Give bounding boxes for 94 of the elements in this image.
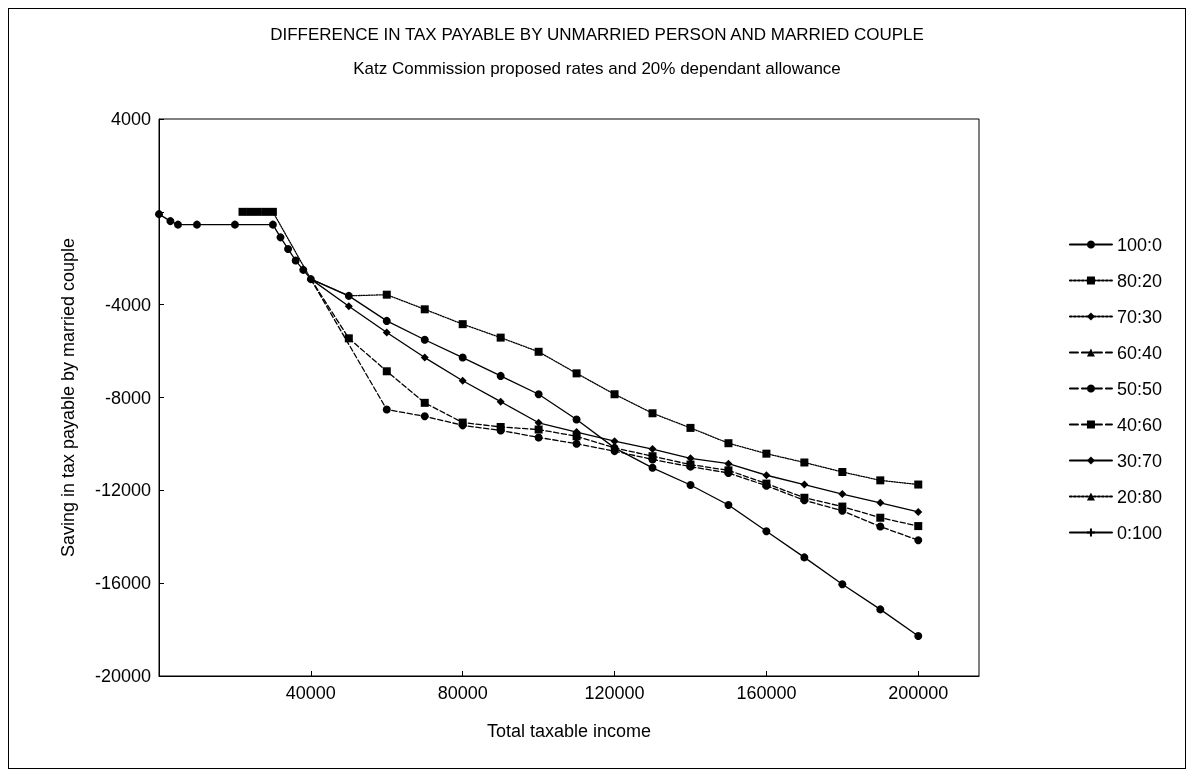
point [284, 244, 293, 253]
point [724, 459, 733, 468]
legend-label: 100:0 [1116, 234, 1162, 255]
point [382, 316, 391, 325]
point [420, 335, 429, 344]
point [382, 290, 391, 299]
point [496, 422, 505, 431]
y-tick-label: -12000 [94, 480, 151, 501]
point [496, 371, 505, 380]
y-tick-label: -16000 [94, 573, 151, 594]
legend-label: 20:80 [1116, 486, 1162, 507]
point [173, 220, 182, 229]
point [914, 507, 923, 516]
legend-label: 70:30 [1116, 306, 1162, 327]
point [192, 220, 201, 229]
point [291, 256, 300, 265]
y-axis-title: Saving in tax payable by married couple [58, 237, 78, 558]
point [724, 500, 733, 509]
point [762, 471, 771, 480]
point [838, 490, 847, 499]
x-tick-label: 200000 [888, 683, 949, 703]
legend-label: 30:70 [1116, 450, 1162, 471]
point [496, 397, 505, 406]
point [610, 390, 619, 399]
point [534, 433, 543, 442]
point [458, 376, 467, 385]
y-tick-label: -20000 [94, 666, 151, 686]
legend-label: 0:100 [1116, 522, 1162, 543]
point [534, 390, 543, 399]
point [276, 233, 285, 242]
point [724, 439, 733, 448]
point [382, 405, 391, 414]
point [572, 369, 581, 378]
y-tick-label: -8000 [104, 387, 151, 408]
point [800, 553, 809, 562]
point [648, 409, 657, 418]
legend-label: 40:60 [1116, 414, 1162, 435]
point [648, 445, 657, 454]
point [299, 265, 308, 274]
point [420, 412, 429, 421]
point [420, 353, 429, 362]
point [686, 481, 695, 489]
point [534, 425, 543, 434]
point [261, 207, 270, 216]
point [876, 605, 885, 614]
y-tick-label: -4000 [104, 294, 151, 315]
point [914, 480, 923, 489]
point [166, 217, 175, 226]
point [838, 502, 847, 511]
point [306, 275, 315, 284]
point [876, 513, 885, 522]
point [458, 353, 467, 362]
legend-label: 60:40 [1116, 342, 1162, 363]
point [876, 498, 885, 507]
x-tick-label: 160000 [736, 683, 797, 703]
point [230, 220, 239, 229]
point [838, 468, 847, 476]
point [762, 449, 771, 458]
point [268, 207, 277, 216]
point [458, 320, 467, 329]
x-tick-label: 120000 [584, 683, 645, 703]
point [914, 632, 923, 641]
legend-label: 80:20 [1116, 270, 1162, 291]
point [572, 415, 581, 424]
point [800, 458, 809, 467]
chart-title: DIFFERENCE IN TAX PAYABLE BY UNMARRIED PERSON AND MARRIED COUPLE [270, 25, 924, 44]
point [344, 291, 353, 300]
point [420, 398, 429, 407]
point [382, 328, 391, 337]
point [800, 480, 809, 489]
point [420, 305, 429, 314]
point [838, 580, 847, 589]
point [268, 220, 277, 229]
point [344, 302, 353, 311]
point [344, 334, 353, 343]
x-tick-label: 40000 [285, 683, 336, 703]
x-tick-label: 80000 [437, 683, 488, 703]
y-tick-label: 4000 [110, 109, 151, 129]
point [496, 333, 505, 342]
point [572, 439, 581, 448]
point [914, 522, 923, 531]
point [534, 418, 543, 427]
point [876, 476, 885, 485]
chart-subtitle: Katz Commission proposed rates and 20% dependant allowance [353, 59, 841, 78]
point [876, 522, 885, 531]
point [246, 207, 255, 216]
point [534, 347, 543, 356]
point [762, 527, 771, 536]
x-axis-title: Total taxable income [486, 721, 652, 741]
point [382, 367, 391, 376]
point [648, 463, 657, 472]
point [914, 536, 923, 545]
legend-label: 50:50 [1116, 378, 1162, 399]
point [686, 423, 695, 432]
